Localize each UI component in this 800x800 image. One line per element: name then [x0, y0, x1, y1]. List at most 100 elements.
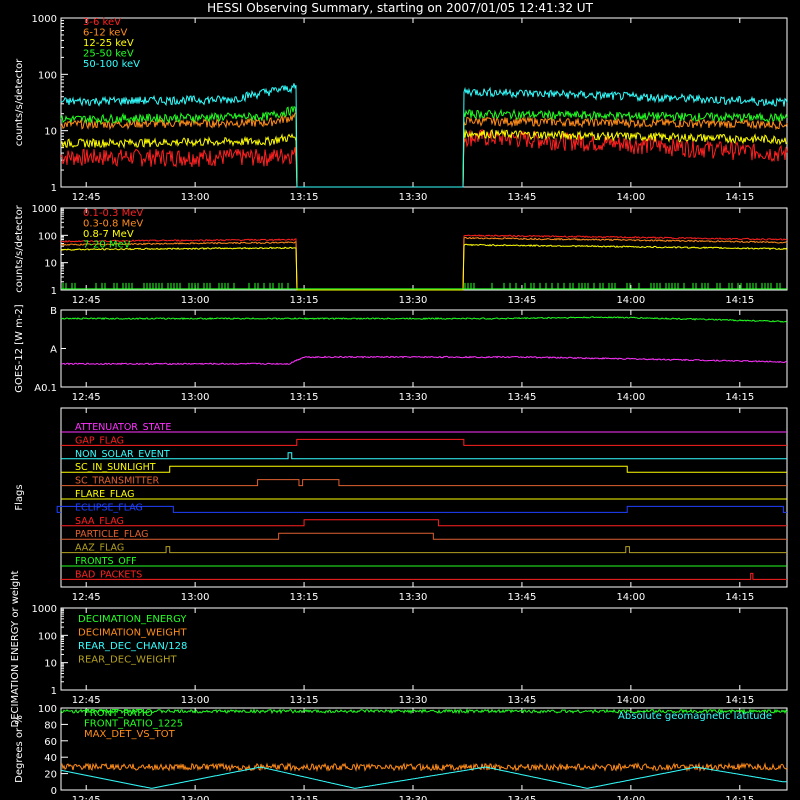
flag-label: PARTICLE_FLAG: [75, 529, 148, 540]
panel-frame: [60, 607, 788, 691]
x-tick-label: 13:45: [508, 192, 537, 203]
flag-label: NON_SOLAR_EVENT: [75, 449, 170, 460]
x-tick-label: 13:00: [181, 192, 210, 203]
x-tick-label: 13:15: [290, 392, 319, 403]
legend-entry: 25-50 keV: [83, 49, 134, 60]
flag-label: ECLIPSE_FLAG: [75, 502, 143, 513]
x-tick-label: 14:00: [616, 392, 645, 403]
flag-label: SC_TRANSMITTER: [75, 476, 160, 487]
legend-entry: REAR_DEC_CHAN/128: [78, 641, 187, 652]
flag-label: AAZ_FLAG: [75, 543, 124, 554]
y-tick-label: 10: [44, 259, 57, 270]
series-line-0-3-0-8-mev: [60, 236, 788, 291]
y-tick-label: 80: [44, 720, 57, 731]
y-axis-label: Flags: [14, 484, 25, 510]
x-tick-label: 13:15: [290, 795, 319, 800]
panel-ratio: 12:45 13:00 13:15 13:30 13:45 14:00 14:15 Degre…: [14, 704, 788, 800]
y-tick-label: A: [50, 345, 57, 356]
legend-entry: MAX_DET_VS_TOT: [84, 729, 176, 740]
legend-entry: 50-100 keV: [83, 59, 140, 70]
y-tick-label: 1: [51, 183, 57, 194]
panel-frame: [60, 17, 788, 188]
y-axis-label: DECIMATION ENERGY or weight: [10, 570, 21, 727]
legend-entry: 12-25 keV: [83, 38, 134, 49]
y-tick-label: 1: [51, 286, 57, 297]
flag-line-sc-transmitter: [61, 479, 787, 487]
x-tick-label: 14:00: [616, 295, 645, 306]
y-tick-label: 100: [38, 631, 57, 642]
x-tick-label: 13:30: [399, 192, 428, 203]
y-tick-label: 0: [51, 786, 57, 797]
x-tick-label: 13:30: [399, 695, 428, 706]
flag-label: SAA_FLAG: [75, 516, 124, 527]
flag-label: FRONTS_OFF: [75, 556, 137, 567]
x-tick-label: 13:45: [508, 592, 537, 603]
x-tick-label: 13:15: [290, 295, 319, 306]
y-axis-label: counts/s/detector: [14, 58, 25, 146]
x-tick-label: 13:45: [508, 392, 537, 403]
legend-entry: Absolute geomagnetic latitude: [618, 711, 772, 722]
legend-entry: DECIMATION_WEIGHT: [78, 628, 187, 639]
series-line-50-100-kev: [60, 83, 788, 188]
flag-label: SC_IN_SUNLIGHT: [75, 462, 156, 473]
flag-line-aaz-flag: [61, 546, 787, 554]
y-tick-label: 100: [38, 70, 57, 81]
x-tick-label: 13:00: [181, 295, 210, 306]
panel-dec: 12:45 13:00 13:15 13:30 13:45 14:00 14:15 DECIM…: [10, 570, 788, 727]
panel-hi: 12:45 13:00 13:15 13:30 13:45 14:00 14:15 count…: [14, 204, 788, 306]
x-tick-label: 12:45: [72, 192, 101, 203]
y-tick-label: 20: [44, 770, 57, 781]
y-tick-label: 1000: [32, 14, 57, 25]
flag-line-saa-flag: [61, 519, 787, 527]
x-tick-label: 14:15: [725, 295, 754, 306]
legend-entry: FRONT_RATIO_1225: [84, 719, 183, 730]
legend-entry: FRONT_RATIO: [84, 708, 153, 719]
y-axis-label: counts/s/detector: [14, 204, 25, 292]
flag-line-bad-packets: [61, 572, 787, 580]
x-tick-label: 12:45: [72, 695, 101, 706]
series-line-goes-short: [60, 355, 788, 366]
y-tick-label: 1000: [32, 604, 57, 615]
series-line-3-6-kev: [60, 128, 788, 188]
panel-frame: [60, 309, 788, 388]
legend-entry: 6-12 keV: [83, 28, 127, 39]
flag-line-non-solar-event: [61, 452, 787, 460]
x-tick-label: 13:45: [508, 295, 537, 306]
panel-frame: [60, 407, 788, 588]
panel-flags: 12:45 13:00 13:15 13:30 13:45 14:00 14:15 Flags…: [14, 407, 788, 603]
x-tick-label: 14:00: [616, 592, 645, 603]
x-tick-label: 13:15: [290, 192, 319, 203]
x-tick-label: 14:15: [725, 795, 754, 800]
legend-entry: REAR_DEC_WEIGHT: [78, 655, 177, 666]
x-tick-label: 12:45: [72, 392, 101, 403]
x-tick-label: 13:00: [181, 592, 210, 603]
x-tick-label: 13:00: [181, 695, 210, 706]
x-tick-label: 13:15: [290, 592, 319, 603]
panel-frame: [60, 207, 788, 291]
x-tick-label: 14:00: [616, 192, 645, 203]
flag-label: ATTENUATOR_STATE: [75, 422, 171, 433]
x-tick-label: 12:45: [72, 795, 101, 800]
x-tick-label: 13:00: [181, 795, 210, 800]
series-line-0-1-0-3-mev: [60, 234, 788, 291]
panel-frame: [60, 707, 788, 791]
legend-entry: 3-6 keV: [83, 17, 121, 28]
series-line-goes-long: [60, 316, 788, 323]
flag-line-gap-flag: [61, 438, 787, 446]
flag-line-eclipse-flag: [56, 505, 787, 513]
series-line-0-8-7-mev: [60, 243, 788, 291]
flag-line-particle-flag: [61, 532, 787, 540]
x-tick-label: 14:00: [616, 795, 645, 800]
y-tick-label: 60: [44, 737, 57, 748]
y-axis-label: Degrees or %: [14, 715, 25, 783]
x-tick-label: 13:45: [508, 695, 537, 706]
y-tick-label: 40: [44, 753, 57, 764]
chart-title: HESSI Observing Summary, starting on 200…: [207, 1, 593, 15]
y-tick-label: 100: [38, 231, 57, 242]
y-tick-label: A0.1: [34, 383, 57, 394]
x-tick-label: 14:15: [725, 392, 754, 403]
series-line-max-det-vs-tot: [60, 762, 788, 773]
panel-lo: 12:45 13:00 13:15 13:30 13:45 14:00 14:15 count…: [14, 14, 788, 203]
legend-entry: 0.1-0.3 MeV: [83, 208, 143, 219]
